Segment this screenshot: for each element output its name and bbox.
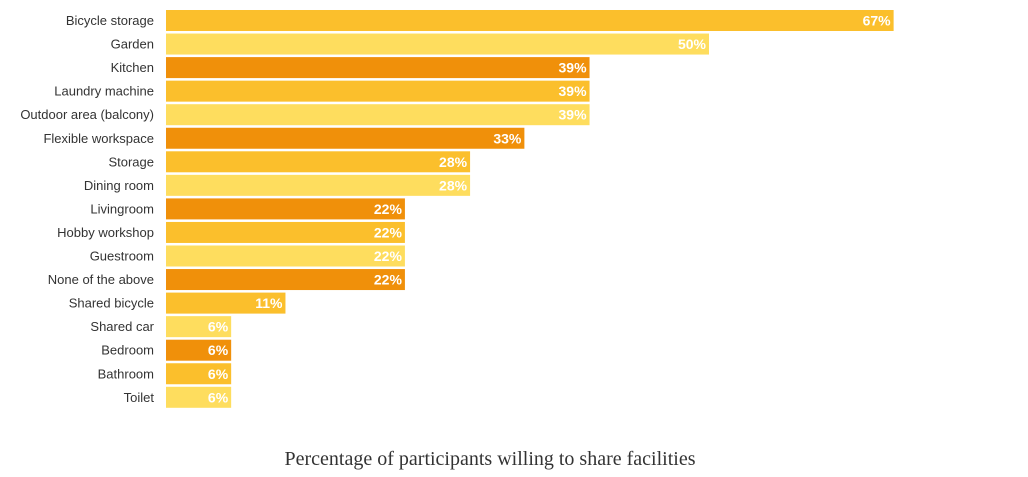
bar bbox=[166, 33, 709, 55]
value-label: 6% bbox=[208, 319, 229, 335]
category-label: Shared bicycle bbox=[69, 296, 154, 311]
value-label: 50% bbox=[678, 36, 707, 52]
value-label: 6% bbox=[208, 389, 229, 405]
bar bbox=[166, 269, 405, 291]
bar bbox=[166, 174, 471, 196]
category-label: Shared car bbox=[90, 319, 154, 334]
value-label: 39% bbox=[559, 107, 588, 123]
bar bbox=[166, 127, 525, 149]
category-label: Bicycle storage bbox=[66, 13, 154, 28]
value-label: 22% bbox=[374, 201, 403, 217]
value-label: 6% bbox=[208, 342, 229, 358]
category-label: Garden bbox=[111, 37, 154, 52]
value-label: 22% bbox=[374, 248, 403, 264]
category-label: Storage bbox=[108, 154, 154, 169]
value-label: 39% bbox=[559, 60, 588, 76]
bar bbox=[166, 80, 590, 102]
category-label: Kitchen bbox=[111, 60, 154, 75]
value-label: 33% bbox=[493, 130, 522, 146]
bar bbox=[166, 151, 471, 173]
bar bbox=[166, 57, 590, 79]
bar bbox=[166, 198, 405, 220]
bar bbox=[166, 386, 232, 408]
value-label: 22% bbox=[374, 224, 403, 240]
value-label: 28% bbox=[439, 177, 468, 193]
value-label: 6% bbox=[208, 366, 229, 382]
chart-title: Percentage of participants willing to sh… bbox=[284, 448, 696, 470]
bar bbox=[166, 245, 405, 267]
category-label: Livingroom bbox=[90, 201, 154, 216]
bar bbox=[166, 292, 286, 314]
bar bbox=[166, 316, 232, 338]
category-label: Bathroom bbox=[98, 366, 154, 381]
category-label: Dining room bbox=[84, 178, 154, 193]
value-label: 22% bbox=[374, 272, 403, 288]
category-label: Toilet bbox=[124, 390, 155, 405]
value-label: 39% bbox=[559, 83, 588, 99]
category-label: Hobby workshop bbox=[57, 225, 154, 240]
bar bbox=[166, 339, 232, 361]
category-label: Outdoor area (balcony) bbox=[20, 107, 154, 122]
value-label: 67% bbox=[863, 13, 892, 29]
value-label: 11% bbox=[255, 295, 283, 311]
bar bbox=[166, 104, 590, 126]
category-label: Bedroom bbox=[101, 343, 154, 358]
value-label: 28% bbox=[439, 154, 468, 170]
bar bbox=[166, 363, 232, 385]
category-label: Guestroom bbox=[90, 249, 154, 264]
category-label: Laundry machine bbox=[54, 84, 154, 99]
bar bbox=[166, 221, 405, 243]
bar-chart: Bicycle storage 67% Garden 50% Kitchen 39% Lau… bbox=[20, 10, 894, 408]
category-label: None of the above bbox=[48, 272, 154, 287]
bar bbox=[166, 10, 894, 31]
category-label: Flexible workspace bbox=[43, 131, 154, 146]
